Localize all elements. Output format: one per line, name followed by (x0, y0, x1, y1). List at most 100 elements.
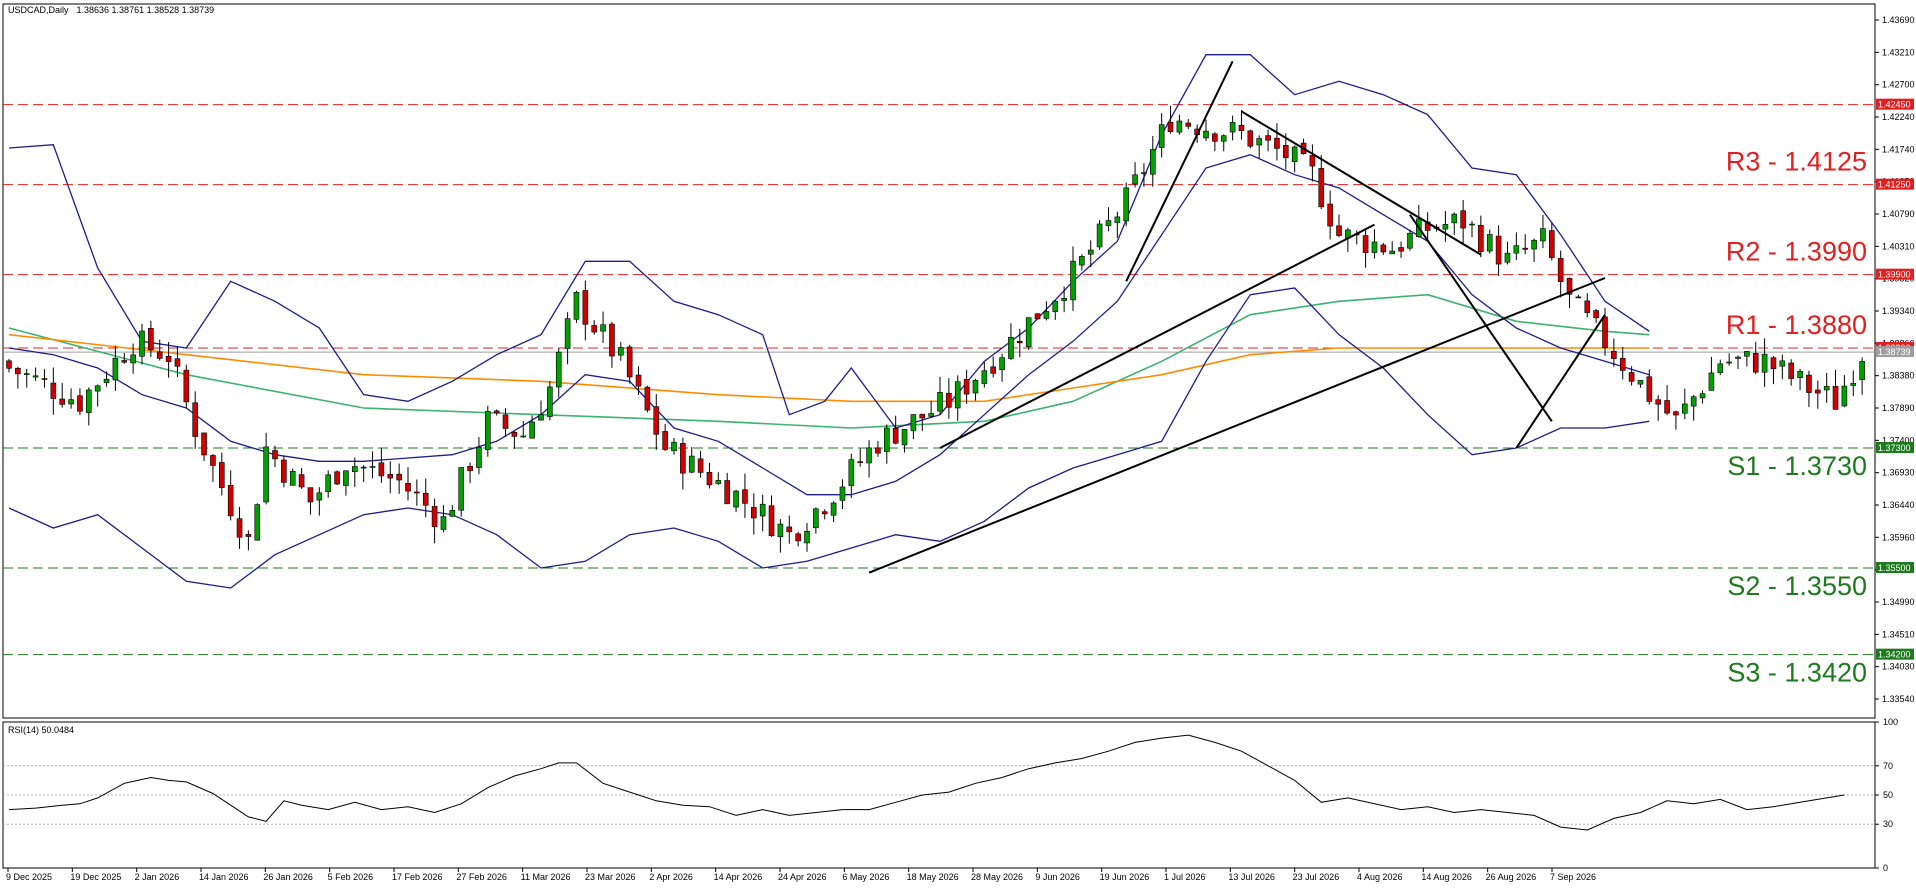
bear-candle (15, 367, 21, 375)
bear-candle (1016, 340, 1023, 344)
bear-candle (1495, 235, 1502, 265)
rsi-tick-label: 30 (1883, 819, 1893, 829)
bull-candle (316, 492, 323, 501)
bull-candle (94, 385, 101, 392)
bull-candle (369, 466, 376, 468)
bear-candle (1628, 372, 1635, 382)
bull-candle (32, 375, 39, 378)
price-tag-bg (1876, 98, 1914, 110)
bull-candle (1256, 138, 1262, 146)
bear-candle (201, 432, 207, 456)
bear-candle (1265, 135, 1271, 141)
bull-candle (759, 503, 766, 517)
bull-candle (1043, 311, 1050, 319)
level-price-tag: 1.41250 (1878, 180, 1911, 190)
ma-orange-line (8, 333, 1650, 403)
bull-candle (1797, 370, 1803, 379)
x-tick-label: 23 Jul 2026 (1293, 872, 1340, 882)
x-tick-label: 26 Jan 2026 (263, 872, 313, 882)
trendline (1409, 214, 1553, 422)
bear-candle (192, 402, 198, 437)
bear-candle (281, 459, 287, 483)
bull-candle (937, 392, 943, 412)
bear-candle (414, 491, 420, 494)
bull-candle (1123, 187, 1129, 222)
bull-candle (564, 318, 571, 349)
bear-candle (431, 506, 438, 528)
bull-candle (866, 447, 872, 464)
bollinger-middle-band (8, 154, 1650, 496)
x-tick-label: 17 Feb 2026 (392, 872, 443, 882)
bull-candle (325, 474, 332, 492)
x-tick-label: 6 May 2026 (842, 872, 889, 882)
bear-candle (786, 526, 793, 533)
bear-candle (990, 366, 997, 374)
y-tick-label: 1.34030 (1882, 662, 1915, 672)
bear-candle (1362, 235, 1369, 254)
bull-candle (1540, 228, 1546, 242)
bear-candle (635, 374, 642, 387)
level-price-tag: 1.39900 (1878, 270, 1911, 280)
ohlc-values: 1.38636 1.38761 1.38528 1.38739 (77, 5, 215, 15)
bear-candle (272, 450, 278, 460)
level-price-tag-bg (1876, 648, 1914, 660)
level-label-resistance: R3 - 1.4125 (1726, 147, 1867, 177)
bear-candle (724, 480, 731, 505)
bull-candle (839, 486, 846, 501)
bull-candle (954, 381, 961, 409)
bull-candle (1451, 213, 1458, 224)
y-tick-label: 1.37890 (1882, 403, 1915, 413)
y-tick-label: 1.37400 (1882, 435, 1915, 445)
chart-header: USDCAD,Daily 1.38636 1.38761 1.38528 1.38… (8, 5, 214, 15)
bull-candle (1389, 250, 1395, 255)
bull-candle (343, 470, 349, 486)
rsi-tick-label: 100 (1883, 717, 1898, 727)
bear-candle (156, 351, 163, 359)
ma-green-line (8, 293, 1650, 429)
rsi-tick-label: 0 (1883, 863, 1888, 873)
bear-candle (1522, 247, 1528, 250)
bear-candle (644, 386, 651, 411)
bear-candle (1788, 362, 1794, 379)
x-tick-label: 26 Aug 2026 (1486, 872, 1537, 882)
bull-candle (1087, 249, 1094, 255)
bull-candle (263, 446, 269, 503)
bull-candle (1735, 356, 1741, 359)
x-tick-label: 28 May 2026 (971, 872, 1023, 882)
y-tick-label: 1.34990 (1882, 597, 1915, 607)
bear-candle (591, 325, 598, 333)
bull-candle (999, 357, 1005, 371)
level-price-tag-bg (1876, 562, 1914, 573)
x-tick-label: 13 Jul 2026 (1228, 872, 1275, 882)
bear-candle (1460, 210, 1466, 229)
bull-candle (520, 435, 527, 438)
bull-candle (139, 330, 145, 357)
bear-candle (378, 462, 385, 477)
price-tag: 1.38739 (1878, 347, 1911, 357)
bull-candle (1682, 403, 1688, 414)
bear-candle (1584, 300, 1591, 313)
bull-candle (1486, 234, 1493, 252)
x-tick-label: 19 Jun 2026 (1100, 872, 1150, 882)
bear-candle (1185, 122, 1192, 127)
bear-candle (1336, 225, 1342, 236)
level-label-resistance: R1 - 1.3880 (1726, 310, 1867, 340)
bear-candle (1752, 353, 1759, 373)
bull-candle (1469, 223, 1475, 226)
bear-candle (1380, 244, 1387, 253)
bull-candle (1052, 300, 1059, 312)
y-tick-label: 1.39340 (1882, 306, 1915, 316)
bear-candle (768, 505, 775, 537)
bear-candle (1478, 224, 1484, 252)
bear-candle (334, 471, 340, 485)
bear-candle (1557, 258, 1564, 282)
bull-candle (715, 480, 722, 484)
bull-candle (1779, 360, 1786, 367)
bear-candle (1655, 399, 1661, 405)
bear-candle (1566, 277, 1573, 295)
bear-candle (121, 360, 128, 363)
bear-candle (1611, 350, 1617, 359)
bull-candle (1761, 353, 1768, 373)
bear-candle (742, 489, 748, 504)
bear-candle (1398, 247, 1404, 252)
